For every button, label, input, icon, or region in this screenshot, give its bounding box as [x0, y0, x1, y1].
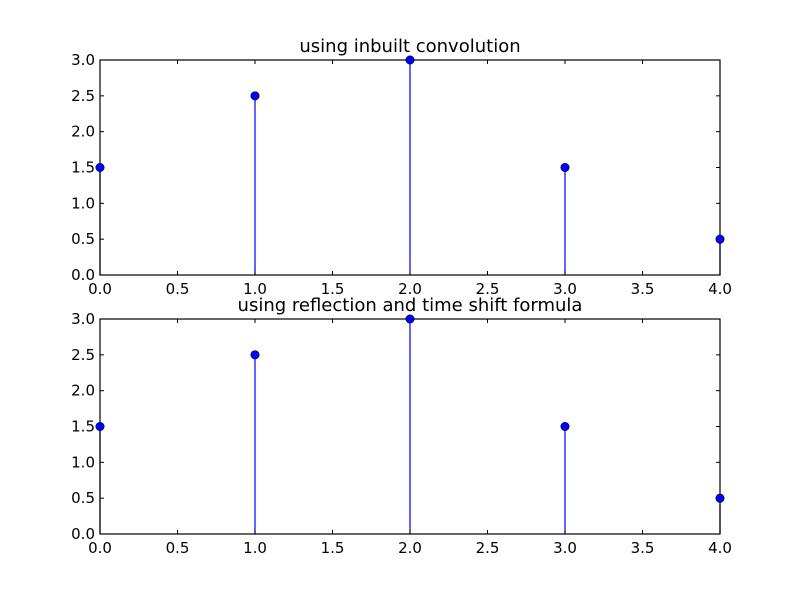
x-tick-label: 3.0 [553, 539, 577, 557]
stem-marker [250, 350, 260, 360]
x-tick-label: 1.0 [243, 280, 267, 298]
x-tick-label: 0.0 [88, 280, 112, 298]
subplot-1: using inbuilt convolution 0.0 0.5 1.0 1.5 2.0… [71, 36, 732, 298]
x-tick-label: 1.0 [243, 539, 267, 557]
y-tick-label: 0.0 [71, 525, 95, 543]
x-tick-label: 2.0 [398, 539, 422, 557]
stem-marker [405, 55, 415, 65]
stem-marker [560, 421, 570, 431]
y-tick-label: 1.0 [71, 453, 95, 471]
stem-marker [715, 493, 725, 503]
x-tick-label: 3.5 [631, 280, 655, 298]
x-tick-label: 3.5 [631, 539, 655, 557]
y-tick-label: 2.5 [71, 87, 95, 105]
y-tick-label: 0.5 [71, 489, 95, 507]
y-tick-label: 1.0 [71, 194, 95, 212]
stem-marker [560, 163, 570, 173]
x-tick-label: 4.0 [708, 280, 732, 298]
y-tick-label: 1.5 [71, 418, 95, 436]
y-tick-label: 2.0 [71, 123, 95, 141]
x-tick-label: 1.5 [321, 280, 345, 298]
x-tick-label: 2.5 [476, 280, 500, 298]
stem-marker [405, 314, 415, 324]
y-tick-label: 0.5 [71, 230, 95, 248]
y-tick-label: 2.5 [71, 346, 95, 364]
x-tick-label: 0.0 [88, 539, 112, 557]
stem-marker [715, 234, 725, 244]
x-tick-label: 3.0 [553, 280, 577, 298]
y-tick-label: 2.0 [71, 382, 95, 400]
subplot-2: using reflection and time shift formula 0… [71, 295, 732, 557]
subplot-title: using reflection and time shift formula [238, 295, 583, 316]
stem-marker [95, 421, 105, 431]
stem-marker [250, 91, 260, 101]
y-tick-label: 3.0 [71, 51, 95, 69]
x-tick-label: 0.5 [166, 280, 190, 298]
x-tick-label: 2.0 [398, 280, 422, 298]
subplot-title: using inbuilt convolution [299, 36, 520, 57]
y-tick-label: 1.5 [71, 159, 95, 177]
x-tick-label: 2.5 [476, 539, 500, 557]
y-tick-label: 0.0 [71, 266, 95, 284]
y-tick-label: 3.0 [71, 310, 95, 328]
x-tick-label: 0.5 [166, 539, 190, 557]
x-tick-label: 1.5 [321, 539, 345, 557]
x-tick-label: 4.0 [708, 539, 732, 557]
stem-marker [95, 163, 105, 173]
